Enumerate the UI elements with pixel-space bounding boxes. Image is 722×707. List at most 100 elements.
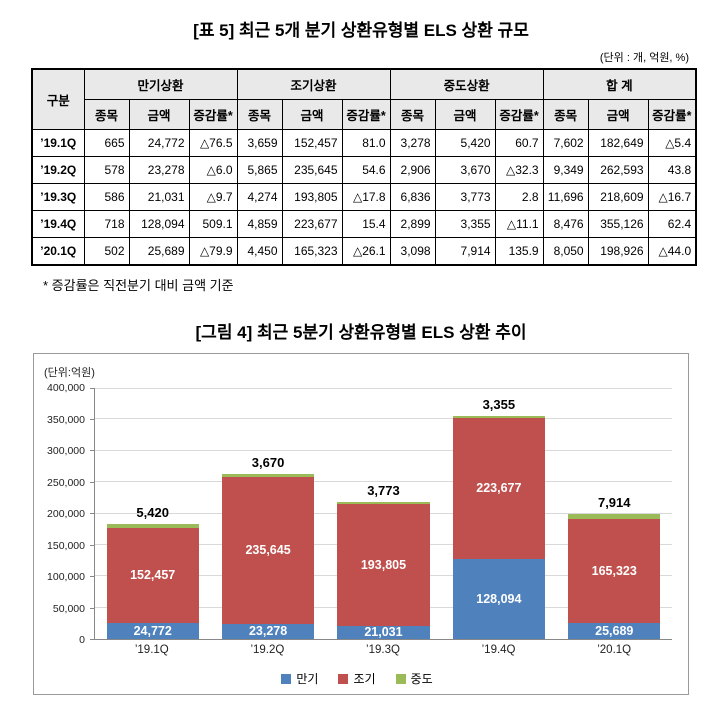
subheader-rate: 증감률* [341, 99, 391, 130]
table-cell: 5,420 [434, 129, 496, 157]
table-cell: 60.7 [494, 129, 544, 157]
table-cell: 578 [83, 156, 130, 184]
header-group-total: 합 계 [542, 68, 697, 100]
table-cell: 24,772 [128, 129, 190, 157]
bar-top-label: 3,355 [482, 397, 516, 413]
table-cell: △16.7 [647, 183, 697, 211]
table-cell: 62.4 [647, 210, 697, 238]
table-row: ’19.4Q 718 128,094 509.1 4,859 223,677 15.4 2,8… [31, 210, 697, 238]
subheader-items: 종목 [542, 99, 589, 130]
bar-segment-만기: 25,689 [568, 622, 661, 639]
bar-value-label: 223,677 [476, 481, 522, 496]
bar-segment-조기: 152,457 [106, 527, 199, 624]
table-header-row-groups: 구분 만기상환 조기상환 중도상환 합 계 [31, 68, 697, 130]
els-redemption-table: 구분 만기상환 조기상환 중도상환 합 계 종목 금액 증감률* 종목 금액 증… [31, 68, 698, 266]
bar-segment-중도 [568, 514, 661, 520]
legend-label: 조기 [353, 672, 376, 686]
table-cell: 6,836 [389, 183, 436, 211]
table-title: [표 5] 최근 5개 분기 상환유형별 ELS 상환 규모 [193, 21, 529, 40]
x-axis-label: ’19.3Q [366, 644, 400, 656]
y-tick-mark [90, 418, 94, 420]
subheader-amount: 금액 [587, 99, 649, 130]
gridline [95, 388, 672, 389]
table-cell: 4,859 [236, 210, 283, 238]
bar-segment-만기: 128,094 [452, 558, 545, 639]
bar-value-label: 24,772 [133, 623, 172, 638]
table-cell: 8,050 [542, 237, 589, 266]
bar-stack: 223,677 128,094 [452, 388, 545, 639]
table-cell: 3,659 [236, 129, 283, 157]
gridline [95, 449, 672, 451]
bar-value-label: 193,805 [360, 557, 407, 572]
subheader-rate: 증감률* [188, 99, 238, 130]
y-tick-mark [90, 607, 94, 609]
table-cell: 4,450 [236, 237, 283, 266]
table-row: ’20.1Q 502 25,689 △79.9 4,450 165,323 △26.1 3,0… [31, 237, 697, 266]
y-tick-label: 0 [79, 634, 85, 646]
legend-swatch [395, 673, 406, 684]
bar-stack: 152,457 24,772 [106, 388, 199, 639]
table-cell: △76.5 [188, 129, 238, 157]
row-label: ’19.4Q [31, 210, 85, 238]
bar-segment-조기: 165,323 [568, 519, 661, 623]
subheader-amount: 금액 [128, 99, 190, 130]
subheader-items: 종목 [236, 99, 283, 130]
y-tick-mark [90, 544, 94, 546]
table-cell: 2.8 [494, 183, 544, 211]
legend-swatch [338, 673, 349, 684]
bar-top-label: 3,670 [251, 455, 285, 471]
table-cell: △44.0 [647, 237, 697, 266]
bar-group: 5,420 152,457 24,772 [98, 388, 208, 639]
subheader-rate: 증감률* [647, 99, 697, 130]
table-row: ’19.2Q 578 23,278 △6.0 5,865 235,645 54.6 2,906… [31, 156, 697, 184]
subheader-amount: 금액 [281, 99, 343, 130]
bar-value-label: 165,323 [591, 563, 637, 578]
y-tick-mark [90, 481, 94, 483]
bar-segment-조기: 235,645 [222, 476, 315, 625]
table-cell: 23,278 [128, 156, 190, 184]
table-cell: 665 [83, 129, 130, 157]
gridline [95, 418, 672, 420]
row-label: ’19.2Q [31, 156, 85, 184]
y-tick-mark [90, 576, 94, 577]
bar-segment-중도 [337, 501, 430, 505]
table-cell: 15.4 [341, 210, 391, 238]
table-cell: △17.8 [341, 183, 391, 211]
bar-segment-만기: 24,772 [106, 623, 199, 639]
table-cell: 193,805 [281, 183, 343, 211]
legend-item-조기: 조기 [338, 670, 376, 687]
bar-group: 3,670 235,645 23,278 [213, 388, 323, 639]
table-row: ’19.1Q 665 24,772 △76.5 3,659 152,457 81.0 3,27… [31, 129, 697, 157]
table-cell: 9,349 [542, 156, 589, 184]
subheader-items: 종목 [83, 99, 130, 130]
subheader-items: 종목 [389, 99, 436, 130]
row-label: ’19.1Q [31, 129, 85, 157]
table-section: (단위 : 개, 억원, %) 구분 만기상환 조기상환 중도상환 합 계 종목 [31, 49, 698, 294]
chart-title: [그림 4] 최근 5분기 상환유형별 ELS 상환 추이 [195, 323, 527, 342]
header-group-midterm: 중도상환 [389, 68, 544, 100]
bar-segment-조기: 193,805 [337, 504, 430, 626]
bar-segment-중도 [452, 416, 545, 419]
table-cell: 135.9 [494, 237, 544, 266]
table-cell: 8,476 [542, 210, 589, 238]
table-cell: 21,031 [128, 183, 190, 211]
table-cell: 218,609 [587, 183, 649, 211]
table-footnote: * 증감률은 직전분기 대비 금액 기준 [43, 278, 234, 293]
table-cell: 81.0 [341, 129, 391, 157]
bar-stack: 193,805 21,031 [337, 388, 430, 639]
y-tick-mark [90, 513, 94, 514]
legend-item-중도: 중도 [395, 670, 433, 687]
table-cell: 152,457 [281, 129, 343, 157]
table-cell: 3,278 [389, 129, 436, 157]
bar-group: 7,914 165,323 25,689 [559, 388, 669, 639]
table-cell: △79.9 [188, 237, 238, 266]
chart-legend: 만기 조기 중도 [42, 670, 672, 687]
table-cell: 509.1 [188, 210, 238, 238]
chart-plot: 5,420 152,457 24,772 3,670 235,645 23,278 3,77… [94, 388, 672, 640]
table-cell: 54.6 [341, 156, 391, 184]
bar-value-label: 25,689 [595, 623, 634, 638]
table-cell: 586 [83, 183, 130, 211]
table-cell: △11.1 [494, 210, 544, 238]
table-cell: 7,914 [434, 237, 496, 266]
y-tick-label: 200,000 [47, 508, 85, 520]
